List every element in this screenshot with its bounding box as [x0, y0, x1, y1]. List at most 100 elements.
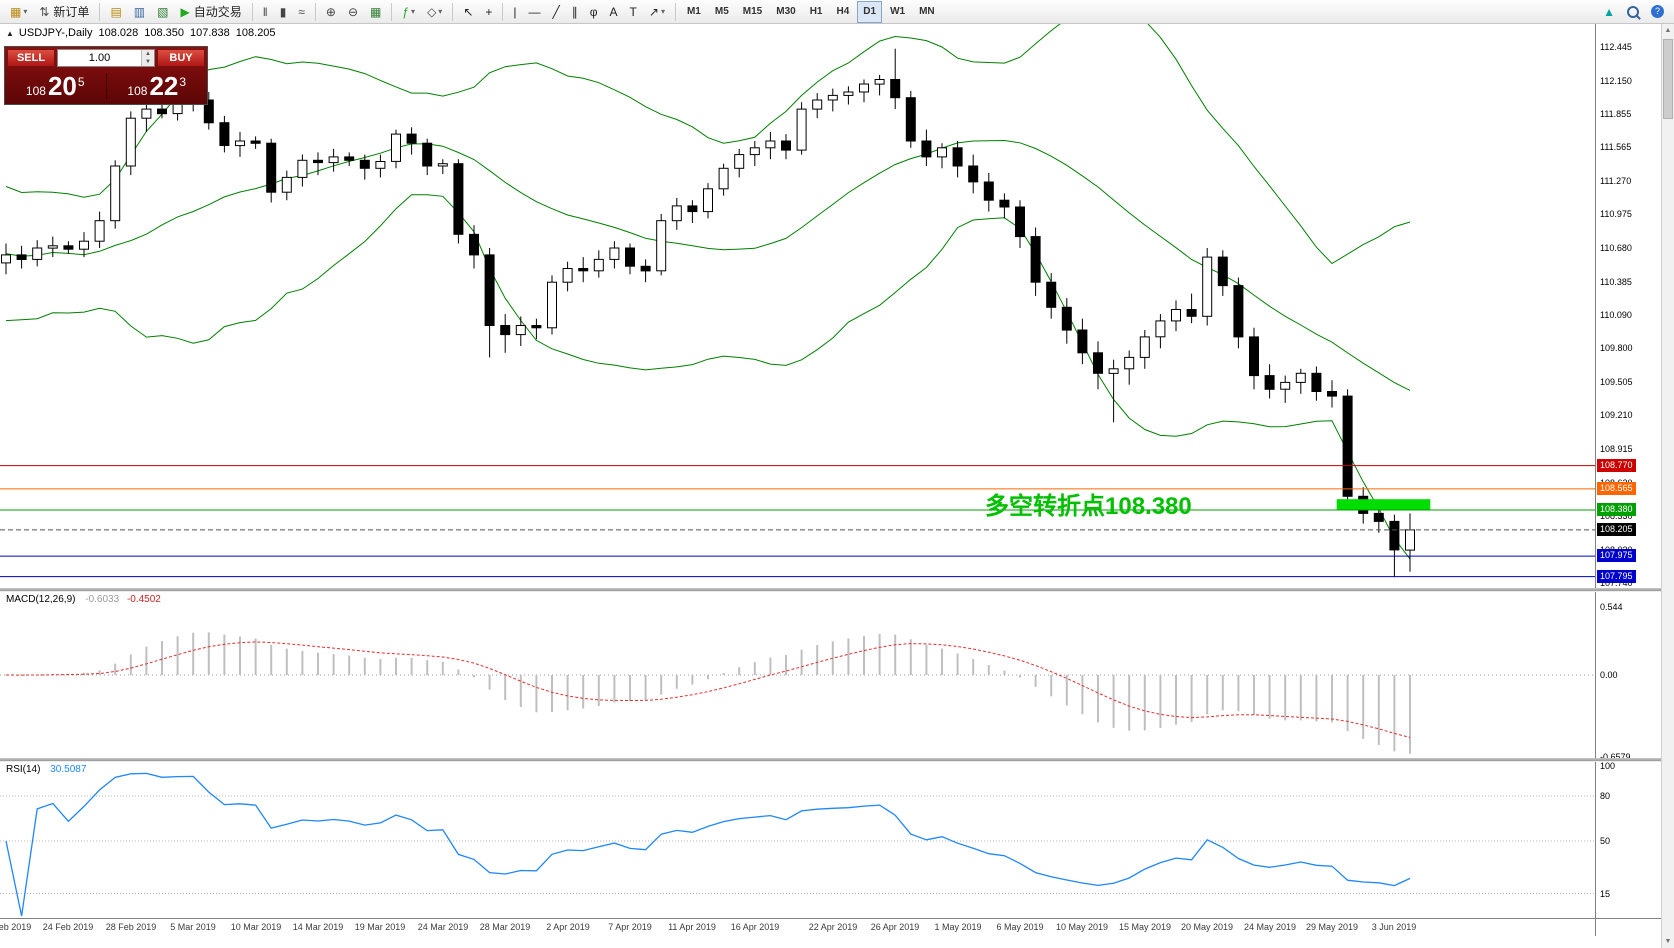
toolbar: ▦ ▾ ⇅ 新订单 ▤ ▥ ▧ ▶ 自动交易 ‖ ▮ ≈ ⊕ ⊖ ▦ ƒ ▾ ◇ ▾ ↖ + | — ╱ ∥ φ A T ↗ ▾ M1 M5 M… — [0, 0, 1674, 24]
date-axis-separator — [0, 918, 1661, 919]
date-label: 24 May 2019 — [1243, 922, 1297, 932]
horizontal-line-button[interactable]: — — [524, 1, 546, 23]
rsi-value: 30.5087 — [50, 764, 87, 775]
new-chart-icon: ▦ — [10, 4, 22, 19]
date-label: 10 May 2019 — [1055, 922, 1109, 932]
date-label: 14 Mar 2019 — [292, 922, 344, 932]
scroll-to-top-button[interactable]: ▲ — [1598, 1, 1620, 23]
navigator-button[interactable]: ▧ — [152, 1, 173, 23]
one-click-collapse-icon[interactable]: ▲ — [6, 28, 14, 38]
autotrading-button[interactable]: ▶ 自动交易 — [175, 1, 246, 23]
volume-up-button[interactable]: ▲ — [142, 50, 154, 58]
buy-button[interactable]: BUY — [157, 49, 205, 67]
zoom-in-icon: ⊕ — [325, 4, 336, 19]
price-scale-label: 110.975 — [1600, 209, 1632, 219]
text-label-button[interactable]: T — [625, 1, 642, 23]
fibonacci-icon: φ — [589, 4, 598, 19]
date-label: 28 Mar 2019 — [479, 922, 531, 932]
macd-main-value: -0.6033 — [85, 594, 120, 605]
new-order-button[interactable]: ⇅ 新订单 — [34, 1, 94, 23]
volume-input[interactable]: 1.00 ▲ ▼ — [57, 49, 155, 67]
chart-line-button[interactable]: ≈ — [293, 1, 310, 23]
fibonacci-button[interactable]: φ — [585, 1, 603, 23]
chart-symbol-period: USDJPY-,Daily — [18, 27, 93, 39]
scrollbar-thumb[interactable] — [1663, 39, 1673, 119]
pane-separator[interactable] — [0, 588, 1661, 592]
help-icon: ? — [1651, 5, 1664, 18]
arrows-icon: ↗ — [648, 4, 659, 19]
price-scale-label: 110.090 — [1600, 310, 1632, 320]
vertical-line-icon: | — [513, 4, 517, 19]
dropdown-arrow-icon: ▾ — [23, 7, 28, 16]
vertical-line-button[interactable]: | — [508, 1, 521, 23]
date-label: 26 Apr 2019 — [870, 922, 920, 932]
new-chart-button[interactable]: ▦ ▾ — [5, 1, 32, 23]
timeframe-w1[interactable]: W1 — [890, 6, 906, 17]
price-scale-label: 107.740 — [1600, 578, 1633, 588]
timeframe-h1[interactable]: H1 — [809, 6, 823, 17]
ohlc-close: 108.205 — [235, 27, 276, 39]
trendline-button[interactable]: ╱ — [548, 1, 565, 23]
arrows-button[interactable]: ↗ ▾ — [644, 1, 670, 23]
volume-down-button[interactable]: ▼ — [142, 58, 154, 66]
toolbar-separator — [674, 2, 676, 21]
one-click-trading-panel: SELL 1.00 ▲ ▼ BUY 108 20 5 108 22 3 — [4, 46, 208, 105]
new-order-label: 新订单 — [53, 5, 90, 19]
date-label: 24 Mar 2019 — [417, 922, 469, 932]
tile-windows-button[interactable]: ▦ — [365, 1, 386, 23]
objects-button[interactable]: ◇ ▾ — [422, 1, 447, 23]
bid-price[interactable]: 108 20 5 — [5, 71, 106, 101]
timeframe-m5[interactable]: M5 — [714, 6, 729, 17]
chart-annotation-text[interactable]: 多空转折点108.380 — [985, 493, 1192, 520]
data-window-button[interactable]: ▥ — [129, 1, 150, 23]
equidistant-channel-button[interactable]: ∥ — [567, 1, 583, 23]
toolbar-separator — [99, 2, 101, 21]
timeframe-mn[interactable]: MN — [919, 6, 935, 17]
price-scale-label: 109.210 — [1600, 410, 1633, 420]
date-label: 24 Feb 2019 — [42, 922, 94, 932]
price-scale-label: 109.800 — [1600, 343, 1633, 353]
ask-price[interactable]: 108 22 3 — [107, 71, 208, 101]
help-button[interactable]: ? — [1646, 1, 1669, 23]
market-watch-button[interactable]: ▤ — [105, 1, 126, 23]
vertical-scrollbar[interactable]: ▲ ▼ — [1661, 24, 1674, 948]
macd-label: MACD(12,26,9) -0.6033 -0.4502 — [6, 594, 161, 605]
price-scale-label: 110.385 — [1600, 277, 1632, 287]
pane-separator[interactable] — [0, 758, 1661, 762]
search-button[interactable] — [1622, 1, 1644, 23]
toolbar-separator — [251, 2, 253, 21]
ohlc-low: 107.838 — [190, 27, 230, 39]
sell-button[interactable]: SELL — [7, 49, 55, 67]
ask-pip: 3 — [179, 75, 187, 89]
price-scale-label: 108.330 — [1600, 511, 1633, 521]
indicators-button[interactable]: ƒ ▾ — [397, 1, 420, 23]
timeframe-d1[interactable]: D1 — [857, 0, 883, 23]
horizontal-line-icon: — — [528, 4, 541, 19]
highlight-zone-rect[interactable] — [1336, 499, 1431, 510]
chart-bars-button[interactable]: ‖ — [258, 1, 273, 23]
scrollbar-up-arrow-icon[interactable]: ▲ — [1664, 27, 1672, 34]
text-button[interactable]: A — [605, 1, 623, 23]
price-badge-108.565: 108.565 — [1597, 482, 1636, 495]
timeframe-m15[interactable]: M15 — [742, 6, 763, 17]
cursor-icon: ↖ — [463, 4, 474, 19]
macd-signal-line — [5, 641, 1411, 738]
date-label: 19 Feb 2019 — [0, 922, 32, 932]
crosshair-button[interactable]: + — [480, 1, 497, 23]
scrollbar-down-arrow-icon[interactable]: ▼ — [1664, 938, 1672, 945]
zoom-in-button[interactable]: ⊕ — [321, 1, 341, 23]
zoom-out-button[interactable]: ⊖ — [343, 1, 363, 23]
chart-candles-button[interactable]: ▮ — [275, 1, 292, 23]
timeframe-m30[interactable]: M30 — [776, 6, 796, 17]
cursor-button[interactable]: ↖ — [458, 1, 478, 23]
date-label: 1 May 2019 — [934, 922, 982, 932]
tile-windows-icon: ▦ — [370, 4, 382, 19]
rsi-scale-label: 15 — [1600, 889, 1611, 899]
price-badge-107.975: 107.975 — [1597, 549, 1636, 562]
timeframe-h4[interactable]: H4 — [836, 6, 850, 17]
date-label: 5 Mar 2019 — [170, 922, 216, 932]
timeframe-m1[interactable]: M1 — [686, 6, 701, 17]
price-badge-107.795: 107.795 — [1597, 570, 1636, 583]
market-watch-icon: ▤ — [110, 4, 122, 19]
date-label: 29 May 2019 — [1305, 922, 1359, 932]
